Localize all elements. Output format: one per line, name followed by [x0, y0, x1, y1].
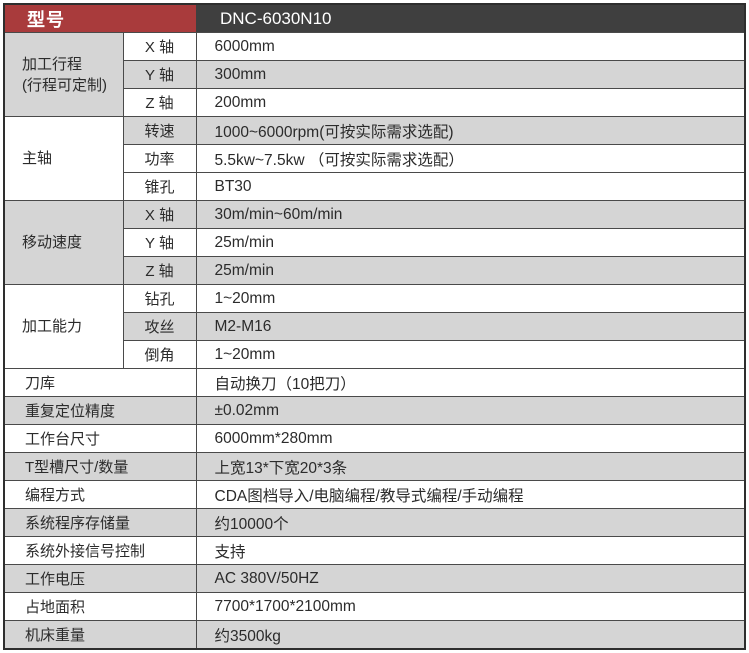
value-cell: 支持	[195, 536, 746, 565]
row-label-cell: 刀库	[3, 368, 197, 397]
spec-row: 工作电压 AC 380V/50HZ	[3, 564, 746, 593]
spec-row: 编程方式 CDA图档导入/电脑编程/教导式编程/手动编程	[3, 480, 746, 509]
model-value-cell: DNC-6030N10	[196, 3, 746, 33]
spec-row: 主轴 转速 1000~6000rpm(可按实际需求选配)	[3, 116, 746, 201]
spec-row: 占地面积 7700*1700*2100mm	[3, 592, 746, 621]
value-cell: 5.5kw~7.5kw （可按实际需求选配）	[195, 144, 746, 173]
value-cell: 6000mm*280mm	[195, 424, 746, 453]
value-cell: CDA图档导入/电脑编程/教导式编程/手动编程	[195, 480, 746, 509]
value-cell: BT30	[195, 172, 746, 201]
spec-row: 攻丝 M2-M16	[4, 312, 746, 341]
row-label-cell: 重复定位精度	[3, 396, 197, 425]
row-label-cell: 机床重量	[3, 620, 197, 650]
spec-row: Z 轴 25m/min	[4, 256, 746, 285]
spec-row: 系统程序存储量 约10000个	[3, 508, 746, 537]
value-cell: M2-M16	[195, 312, 746, 341]
param-cell: 功率	[122, 144, 197, 173]
value-cell: 约10000个	[195, 508, 746, 537]
header-row: 型号 DNC-6030N10	[3, 3, 746, 33]
group-label-cell: 加工行程 (行程可定制)	[3, 32, 124, 117]
value-cell: 6000mm	[195, 32, 746, 61]
param-cell: Y 轴	[122, 228, 197, 257]
param-cell: X 轴	[122, 200, 197, 229]
value-cell: 300mm	[195, 60, 746, 89]
row-label-cell: 工作电压	[3, 564, 197, 593]
spec-row: 倒角 1~20mm	[4, 340, 746, 369]
value-cell: 7700*1700*2100mm	[195, 592, 746, 621]
value-cell: 上宽13*下宽20*3条	[195, 452, 746, 481]
group-label-cell: 主轴	[3, 116, 124, 201]
param-cell: Z 轴	[122, 88, 197, 117]
value-cell: 约3500kg	[195, 620, 746, 650]
spec-row: 机床重量 约3500kg	[3, 620, 746, 650]
value-cell: AC 380V/50HZ	[195, 564, 746, 593]
spec-row: 重复定位精度 ±0.02mm	[3, 396, 746, 425]
spec-row: 工作台尺寸 6000mm*280mm	[3, 424, 746, 453]
spec-row: 刀库 自动换刀（10把刀）	[3, 368, 746, 397]
param-cell: 钻孔	[122, 284, 197, 313]
value-cell: 1~20mm	[195, 340, 746, 369]
row-label-cell: T型槽尺寸/数量	[3, 452, 197, 481]
value-cell: 30m/min~60m/min	[195, 200, 746, 229]
row-label-cell: 系统外接信号控制	[3, 536, 197, 565]
param-cell: 倒角	[122, 340, 197, 369]
row-label-cell: 占地面积	[3, 592, 197, 621]
value-cell: 200mm	[195, 88, 746, 117]
row-label-cell: 工作台尺寸	[3, 424, 197, 453]
param-cell: X 轴	[122, 32, 197, 61]
param-cell: 锥孔	[122, 172, 197, 201]
param-cell: 转速	[122, 116, 197, 145]
spec-row: 系统外接信号控制 支持	[3, 536, 746, 565]
value-cell: 自动换刀（10把刀）	[195, 368, 746, 397]
group-label-line2: (行程可定制)	[22, 76, 107, 94]
group-label-line1: 加工行程	[22, 55, 83, 73]
row-label-cell: 编程方式	[3, 480, 197, 509]
spec-row: 移动速度 X 轴 30m/min~60m/min	[3, 200, 746, 285]
spec-row: T型槽尺寸/数量 上宽13*下宽20*3条	[3, 452, 746, 481]
spec-row: 功率 5.5kw~7.5kw （可按实际需求选配）	[4, 144, 746, 173]
spec-row: 加工行程 (行程可定制) X 轴 6000mm	[3, 32, 746, 117]
param-cell: Z 轴	[122, 256, 197, 285]
value-cell: ±0.02mm	[195, 396, 746, 425]
row-label-cell: 系统程序存储量	[3, 508, 197, 537]
value-cell: 1000~6000rpm(可按实际需求选配)	[195, 116, 746, 145]
value-cell: 1~20mm	[195, 284, 746, 313]
spec-table: 型号 DNC-6030N10 加工行程 (行程可定制) X 轴 6000mm Y…	[3, 3, 746, 650]
param-cell: 攻丝	[122, 312, 197, 341]
value-cell: 25m/min	[195, 228, 746, 257]
spec-row: Y 轴 25m/min	[4, 228, 746, 257]
param-cell: Y 轴	[122, 60, 197, 89]
value-cell: 25m/min	[195, 256, 746, 285]
spec-row: Y 轴 300mm	[4, 60, 746, 89]
spec-row: 加工能力 钻孔 1~20mm	[3, 284, 746, 369]
group-label-cell: 移动速度	[3, 200, 124, 285]
group-label-cell: 加工能力	[3, 284, 124, 369]
model-label-cell: 型号	[3, 3, 196, 33]
